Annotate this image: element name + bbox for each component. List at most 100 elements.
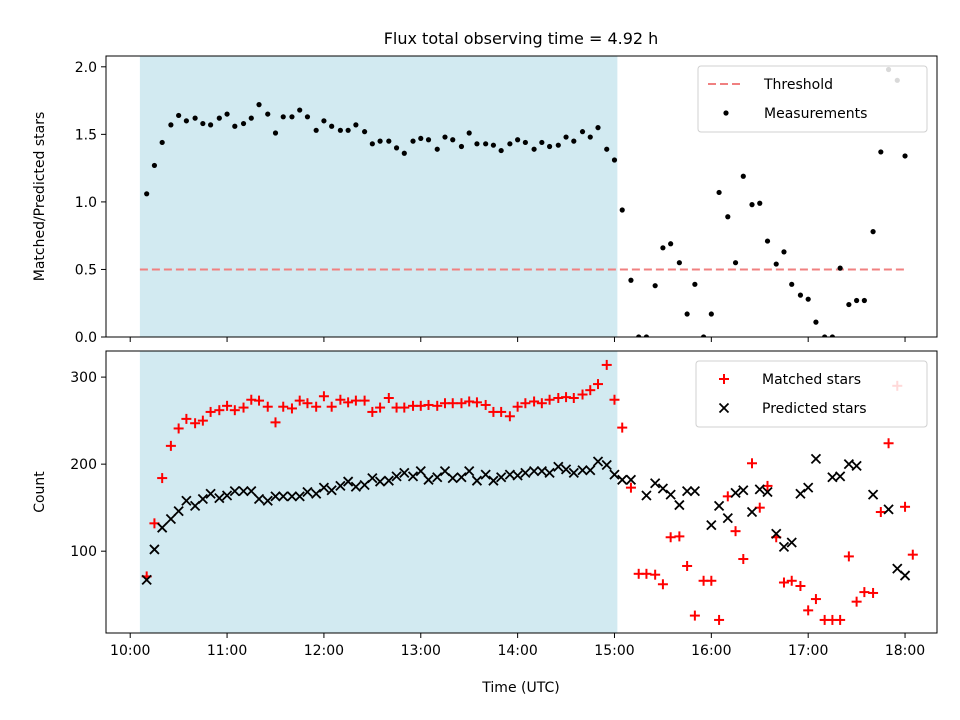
- data-point: [246, 485, 257, 497]
- data-point: [496, 406, 507, 417]
- data-point: [706, 519, 717, 531]
- data-point: [318, 391, 329, 402]
- data-point: [795, 581, 806, 591]
- data-point: [270, 417, 281, 428]
- data-point: [304, 114, 311, 120]
- data-point: [652, 283, 658, 289]
- data-point: [270, 491, 281, 502]
- data-point: [168, 122, 174, 128]
- data-point: [302, 486, 313, 498]
- data-point: [197, 493, 208, 505]
- observing-window-shade: [139, 351, 618, 633]
- legend-box: [695, 360, 928, 428]
- data-point: [410, 138, 416, 144]
- data-point: [870, 229, 876, 235]
- data-point: [205, 406, 216, 417]
- data-point: [480, 399, 491, 410]
- data-point: [764, 238, 771, 244]
- data-point: [563, 134, 569, 140]
- data-point: [321, 118, 327, 124]
- data-point: [835, 614, 846, 625]
- data-point: [539, 139, 545, 146]
- data-point: [383, 393, 394, 403]
- data-point: [657, 579, 668, 590]
- data-point: [789, 281, 795, 287]
- data-point: [708, 311, 714, 317]
- data-point: [238, 402, 249, 413]
- data-point: [490, 142, 497, 148]
- data-point: [456, 472, 467, 483]
- data-point: [706, 575, 717, 586]
- data-point: [286, 403, 297, 414]
- legend-label: Predicted stars: [762, 401, 867, 417]
- x-tick-label: 15:00: [594, 643, 634, 659]
- series-measurements: [144, 66, 908, 337]
- data-point: [585, 465, 596, 476]
- data-point: [854, 297, 860, 304]
- data-point: [464, 465, 475, 477]
- data-point: [361, 129, 368, 135]
- data-point: [181, 413, 192, 424]
- data-point: [883, 438, 894, 449]
- y-tick-label: 1.0: [75, 195, 97, 211]
- data-point: [650, 569, 661, 580]
- data-point: [555, 142, 561, 148]
- data-point: [899, 570, 911, 581]
- y-tick-label: 200: [70, 457, 97, 473]
- data-point: [611, 157, 618, 163]
- data-point: [278, 491, 289, 502]
- data-point: [749, 202, 755, 208]
- data-point: [442, 134, 448, 140]
- data-point: [907, 549, 918, 560]
- data-point: [665, 532, 676, 543]
- data-point: [205, 488, 216, 499]
- axes-frame: [105, 55, 938, 338]
- data-point: [253, 493, 265, 505]
- data-point: [342, 476, 354, 487]
- data-point: [773, 261, 779, 267]
- data-point: [262, 401, 273, 412]
- data-point: [425, 137, 432, 143]
- data-point: [157, 522, 168, 533]
- data-point: [229, 405, 240, 416]
- data-point: [568, 393, 579, 403]
- data-point: [214, 492, 225, 504]
- data-point: [867, 489, 879, 500]
- data-point: [883, 504, 894, 515]
- data-point: [343, 397, 354, 408]
- data-point: [579, 129, 586, 135]
- data-point: [496, 472, 507, 483]
- data-point: [318, 482, 330, 493]
- data-point: [577, 465, 588, 476]
- data-point: [423, 399, 434, 410]
- data-point: [278, 401, 289, 412]
- data-point: [190, 418, 201, 429]
- data-point: [571, 138, 577, 144]
- legend-box: [697, 65, 928, 133]
- data-point: [843, 459, 855, 470]
- y-tick-label: 0.5: [75, 262, 97, 278]
- observing-window-shade: [139, 56, 618, 337]
- data-point: [536, 465, 547, 477]
- data-point: [604, 146, 610, 152]
- data-point: [684, 311, 690, 317]
- y-axis-label: Count: [32, 471, 48, 513]
- data-point: [668, 241, 674, 247]
- data-point: [846, 301, 852, 308]
- data-point: [173, 506, 184, 517]
- data-point: [192, 115, 198, 121]
- data-point: [689, 485, 701, 497]
- data-point: [294, 395, 305, 406]
- data-point: [423, 474, 434, 485]
- data-point: [746, 506, 758, 518]
- data-point: [676, 260, 682, 266]
- data-point: [601, 459, 612, 471]
- data-point: [714, 614, 725, 625]
- data-point: [636, 334, 642, 337]
- data-point: [553, 461, 564, 472]
- data-point: [520, 398, 531, 409]
- data-point: [265, 111, 271, 117]
- legend-marker: [719, 374, 729, 384]
- data-point: [353, 122, 359, 128]
